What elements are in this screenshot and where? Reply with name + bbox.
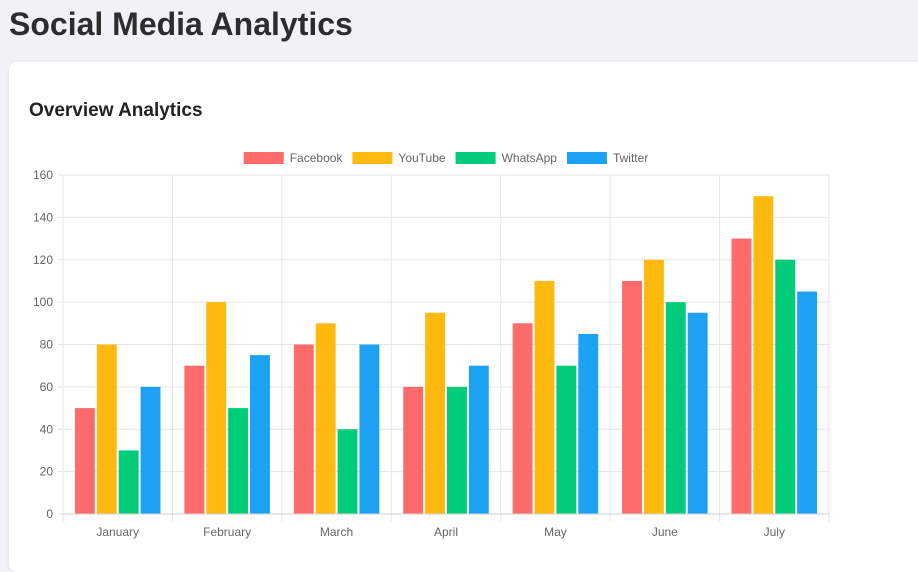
bar-youtube-may[interactable] (534, 280, 555, 514)
legend-item-facebook[interactable]: Facebook (243, 151, 344, 165)
bar-whatsapp-april[interactable] (447, 386, 467, 514)
legend-label: WhatsApp (502, 151, 558, 165)
bar-youtube-march[interactable] (315, 323, 336, 514)
legend-swatch (352, 152, 393, 164)
bar-twitter-june[interactable] (687, 312, 708, 514)
y-tick-label: 0 (46, 507, 53, 521)
bar-twitter-january[interactable] (140, 386, 161, 514)
x-tick-label: May (544, 525, 567, 539)
x-tick-label: March (320, 525, 353, 539)
legend-item-youtube[interactable]: YouTube (352, 151, 446, 165)
legend-label: Facebook (290, 151, 344, 165)
y-tick-label: 140 (33, 210, 53, 224)
bar-youtube-june[interactable] (643, 259, 664, 514)
bar-whatsapp-july[interactable] (775, 259, 796, 514)
bar-youtube-july[interactable] (753, 196, 774, 514)
axis-layer: 0 20 40 60 80 100 120 140 160 January February Marc… (33, 168, 829, 539)
x-tick-label: February (203, 525, 251, 539)
bar-facebook-april[interactable] (403, 386, 424, 514)
legend-swatch (243, 152, 284, 164)
bar-twitter-march[interactable] (359, 344, 380, 515)
y-tick-label: 100 (33, 295, 53, 309)
card-title: Overview Analytics (29, 100, 203, 121)
bar-twitter-april[interactable] (468, 365, 489, 514)
bar-youtube-april[interactable] (425, 312, 445, 514)
bar-youtube-january[interactable] (96, 344, 117, 515)
x-tick-label: July (764, 525, 785, 539)
y-tick-label: 120 (33, 253, 53, 267)
legend-item-twitter[interactable]: Twitter (566, 151, 648, 165)
y-tick-label: 60 (40, 380, 54, 394)
legend-swatch (455, 152, 496, 164)
y-tick-label: 20 (40, 465, 54, 479)
bar-twitter-july[interactable] (797, 291, 818, 514)
bar-facebook-january[interactable] (74, 408, 95, 514)
bar-facebook-june[interactable] (622, 280, 642, 514)
bar-whatsapp-january[interactable] (118, 450, 139, 514)
y-tick-label: 80 (40, 338, 54, 352)
y-tick-label: 40 (40, 422, 54, 436)
x-tick-label: January (96, 525, 139, 539)
bars-layer (74, 196, 818, 515)
bar-chart: Facebook YouTube WhatsApp Twitter 0 20 40 60 80… (33, 151, 830, 539)
page-title: Social Media Analytics (9, 6, 353, 42)
bar-whatsapp-february[interactable] (228, 408, 249, 514)
legend-label: YouTube (398, 151, 445, 165)
x-tick-label: June (652, 525, 678, 539)
bar-facebook-february[interactable] (184, 365, 205, 514)
bar-twitter-february[interactable] (250, 355, 270, 514)
bar-whatsapp-june[interactable] (665, 302, 686, 514)
legend-swatch (566, 152, 607, 164)
bar-whatsapp-may[interactable] (556, 365, 577, 514)
bar-facebook-march[interactable] (293, 344, 314, 515)
legend[interactable]: Facebook YouTube WhatsApp Twitter (243, 151, 649, 165)
bar-twitter-may[interactable] (578, 333, 599, 514)
bar-whatsapp-march[interactable] (337, 429, 358, 514)
bar-youtube-february[interactable] (206, 302, 227, 514)
legend-item-whatsapp[interactable]: WhatsApp (455, 151, 558, 165)
legend-label: Twitter (613, 151, 648, 165)
y-tick-label: 160 (33, 168, 53, 182)
bar-facebook-july[interactable] (731, 238, 752, 514)
x-tick-label: April (434, 525, 458, 539)
bar-facebook-may[interactable] (512, 323, 533, 514)
